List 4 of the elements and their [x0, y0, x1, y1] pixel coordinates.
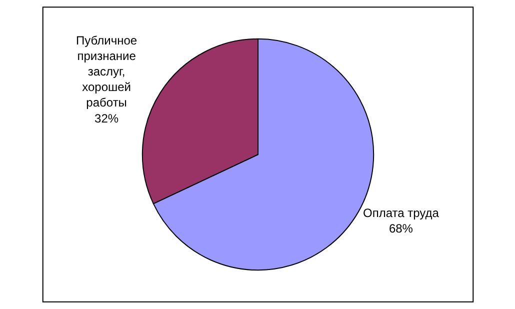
slice-label: Оплата труда	[363, 206, 440, 220]
slice-label: Публичное признание заслуг, хорошей работы	[76, 33, 138, 110]
data-label: 68%	[388, 221, 414, 236]
data-label: 32%	[94, 111, 119, 126]
